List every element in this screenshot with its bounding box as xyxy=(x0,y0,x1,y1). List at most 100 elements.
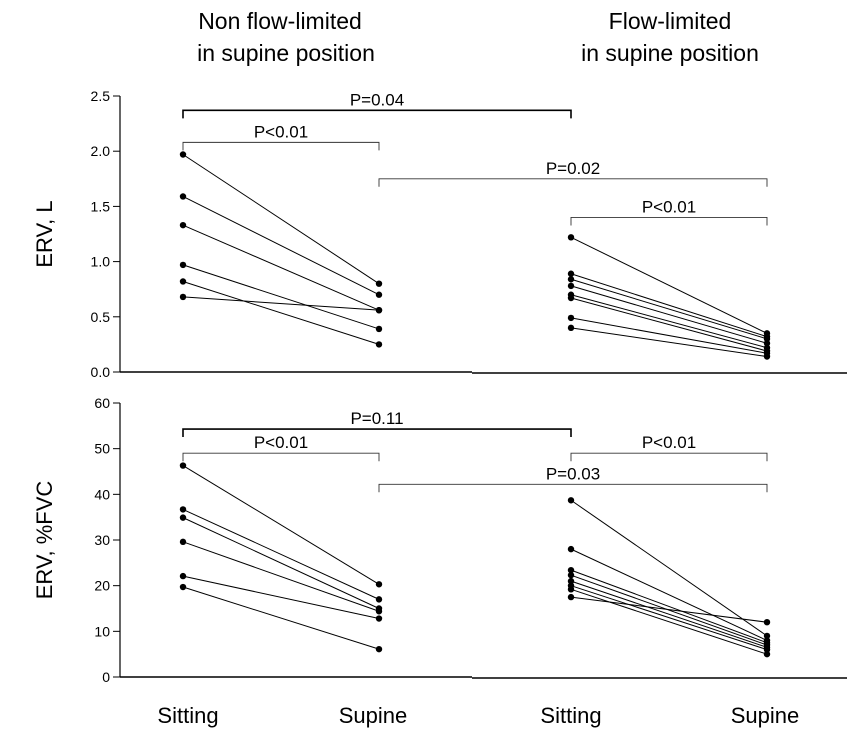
subject-line xyxy=(571,237,767,333)
subject-line xyxy=(571,298,767,351)
heading-right-line2: in supine position xyxy=(581,40,759,66)
data-point xyxy=(764,619,770,625)
significance-bracket xyxy=(183,429,571,437)
data-point xyxy=(376,581,382,587)
y-tick-label: 0.5 xyxy=(91,309,111,325)
data-point xyxy=(180,151,186,157)
y-tick-label: 2.0 xyxy=(91,143,111,159)
y-tick-label: 0.0 xyxy=(91,364,111,380)
p-value-label: P=0.02 xyxy=(546,159,600,178)
data-point xyxy=(764,353,770,359)
data-point xyxy=(376,341,382,347)
subject-line xyxy=(571,274,767,337)
significance-bracket xyxy=(571,217,767,225)
data-point xyxy=(568,276,574,282)
subject-line xyxy=(183,281,379,344)
p-value-label: P<0.01 xyxy=(254,122,308,141)
data-point xyxy=(376,326,382,332)
data-point xyxy=(180,573,186,579)
heading-right-line1: Flow-limited xyxy=(609,8,732,34)
subject-line xyxy=(183,297,379,310)
subject-line xyxy=(571,581,767,647)
subject-line xyxy=(183,518,379,609)
heading-left-line2: in supine position xyxy=(197,40,375,66)
subject-line xyxy=(571,328,767,357)
p-value-label: P=0.11 xyxy=(350,409,403,428)
significance-bracket xyxy=(379,179,767,187)
significance-bracket xyxy=(183,110,571,118)
y-tick-label: 1.5 xyxy=(91,198,111,214)
subject-line xyxy=(571,318,767,353)
data-point xyxy=(180,506,186,512)
p-value-label: P=0.03 xyxy=(546,464,600,483)
significance-bracket xyxy=(571,453,767,461)
y-tick-label: 2.5 xyxy=(91,88,111,104)
subject-line xyxy=(571,279,767,339)
subject-line xyxy=(183,466,379,585)
data-point xyxy=(376,280,382,286)
subject-line xyxy=(571,570,767,643)
data-point xyxy=(376,608,382,614)
significance-bracket xyxy=(183,142,379,150)
subject-line xyxy=(571,286,767,343)
panel-erv-liters: 0.0 0.5 1.0 1.5 2.0 2.5 ERV, L P=0.04 P<0.01 P=0.… xyxy=(32,88,847,380)
p-value-label: P=0.04 xyxy=(350,90,404,109)
subject-line xyxy=(183,587,379,649)
data-point xyxy=(568,283,574,289)
data-point xyxy=(568,234,574,240)
data-point xyxy=(180,262,186,268)
data-point xyxy=(568,497,574,503)
significance-bracket xyxy=(183,453,379,461)
subject-line xyxy=(183,576,379,618)
x-category-label: Supine xyxy=(339,703,408,728)
y-axis-label: ERV, %FVC xyxy=(32,481,57,600)
y-tick-label: 50 xyxy=(94,441,110,457)
data-point xyxy=(180,514,186,520)
x-category-label: Sitting xyxy=(157,703,218,728)
subject-line xyxy=(571,500,767,636)
data-point xyxy=(568,594,574,600)
data-point xyxy=(568,586,574,592)
data-point xyxy=(568,271,574,277)
data-point xyxy=(180,294,186,300)
data-point xyxy=(376,646,382,652)
data-point xyxy=(568,315,574,321)
data-point xyxy=(568,325,574,331)
subject-line xyxy=(571,597,767,622)
data-point xyxy=(568,546,574,552)
y-axis-label: ERV, L xyxy=(32,200,57,267)
data-point xyxy=(180,539,186,545)
data-point xyxy=(376,615,382,621)
data-point xyxy=(764,651,770,657)
subject-line xyxy=(183,509,379,599)
data-point xyxy=(180,193,186,199)
x-category-label: Supine xyxy=(731,703,800,728)
subject-line xyxy=(183,542,379,611)
data-point xyxy=(376,292,382,298)
p-value-label: P<0.01 xyxy=(254,433,308,452)
p-value-label: P<0.01 xyxy=(642,197,696,216)
subject-line xyxy=(183,155,379,284)
data-point xyxy=(568,572,574,578)
panel-erv-percent-fvc: 0 10 20 30 40 50 60 ERV, %FVC P=0.11 P<0.01 P<0.01… xyxy=(32,395,847,685)
heading-left-line1: Non flow-limited xyxy=(198,8,362,34)
p-value-label: P<0.01 xyxy=(642,433,696,452)
y-tick-label: 30 xyxy=(94,532,110,548)
data-point xyxy=(376,596,382,602)
y-tick-label: 20 xyxy=(94,578,110,594)
data-point xyxy=(568,295,574,301)
y-tick-label: 0 xyxy=(102,669,110,685)
y-tick-label: 1.0 xyxy=(91,254,111,270)
x-category-label: Sitting xyxy=(540,703,601,728)
subject-line xyxy=(183,196,379,294)
y-tick-label: 10 xyxy=(94,623,110,639)
subject-line xyxy=(571,295,767,348)
significance-bracket xyxy=(379,484,767,492)
data-point xyxy=(180,462,186,468)
data-point xyxy=(180,584,186,590)
y-tick-label: 40 xyxy=(94,486,110,502)
data-point xyxy=(376,307,382,313)
data-point xyxy=(180,278,186,284)
subject-line xyxy=(571,589,767,654)
